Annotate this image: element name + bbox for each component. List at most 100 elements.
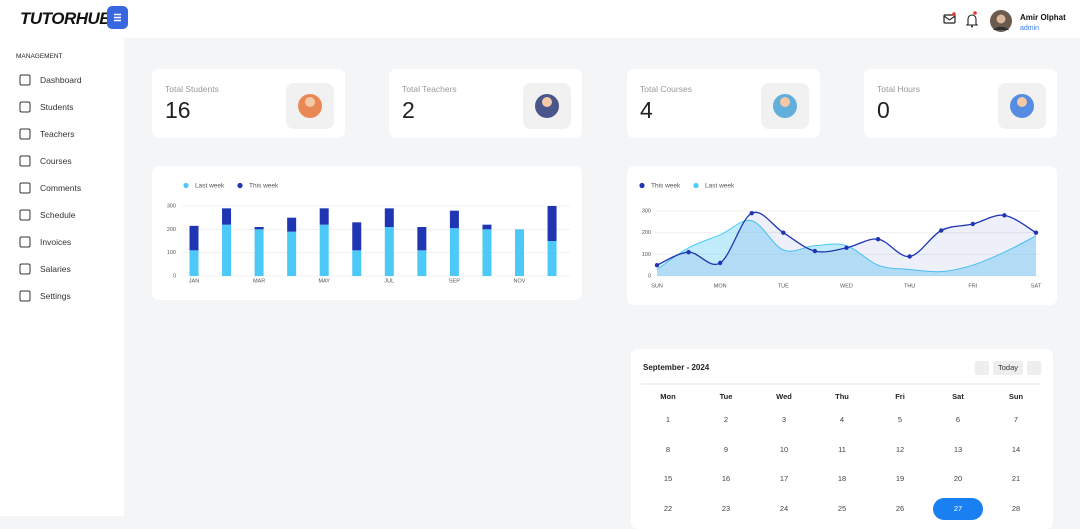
sidebar-icon <box>19 128 31 140</box>
day[interactable]: 27 <box>953 503 963 513</box>
day[interactable]: 21 <box>1011 474 1021 483</box>
calendar-title: September - 2024 <box>643 363 710 372</box>
bar <box>449 228 459 276</box>
bar <box>417 250 427 276</box>
day[interactable]: 7 <box>1013 415 1019 424</box>
day[interactable]: 15 <box>663 474 673 483</box>
prev-button[interactable] <box>975 361 989 375</box>
y-tick-label: 0 <box>173 273 176 279</box>
sidebar-icon <box>19 236 31 248</box>
day[interactable]: 10 <box>779 444 789 454</box>
point <box>812 248 818 254</box>
sidebar-item[interactable]: Dashboard <box>40 75 82 85</box>
sidebar-item[interactable]: Comments <box>40 183 82 193</box>
point <box>970 221 975 227</box>
day[interactable]: 25 <box>837 503 847 513</box>
day[interactable]: 6 <box>955 415 961 424</box>
legend-marker <box>693 182 699 189</box>
day[interactable]: 24 <box>779 503 789 513</box>
point <box>749 210 754 216</box>
day[interactable]: 23 <box>721 503 731 513</box>
y-tick-label: 0 <box>648 273 651 279</box>
x-tick-label: MON <box>714 283 727 289</box>
sidebar-item[interactable]: Students <box>40 102 74 112</box>
day[interactable]: 2 <box>723 415 729 424</box>
day[interactable]: 19 <box>895 474 905 483</box>
bar <box>352 222 362 251</box>
legend-label: Last week <box>705 183 735 190</box>
logo[interactable]: TUTORHUB <box>20 9 112 28</box>
day[interactable]: 8 <box>665 444 671 454</box>
bar <box>352 250 362 276</box>
sidebar-item[interactable]: Invoices <box>40 237 72 247</box>
stat-value: 16 <box>165 97 191 123</box>
day[interactable]: 1 <box>665 415 671 424</box>
x-tick-label: SEP <box>449 278 460 284</box>
stat-icon <box>286 83 334 129</box>
day[interactable]: 12 <box>895 444 905 454</box>
bar <box>319 208 329 225</box>
stat-icon-art <box>535 94 559 118</box>
x-tick-label: SAT <box>1031 283 1042 289</box>
stat-card: Total Teachers 2 <box>389 69 582 138</box>
menu-button[interactable] <box>107 6 128 29</box>
x-tick-label: FRI <box>968 283 977 289</box>
day[interactable]: 16 <box>721 474 731 483</box>
bar <box>189 250 199 276</box>
header-icons[interactable] <box>940 10 980 30</box>
bar <box>384 227 394 276</box>
bar <box>384 208 394 227</box>
sidebar-item[interactable]: Courses <box>40 156 72 166</box>
day[interactable]: 26 <box>895 503 905 513</box>
day[interactable]: 18 <box>837 474 847 483</box>
legend-label: Last week <box>195 183 225 190</box>
x-tick-label: JAN <box>189 278 199 284</box>
stat-label: Total Hours <box>877 84 920 94</box>
day[interactable]: 17 <box>779 474 789 483</box>
y-tick-label: 200 <box>167 227 176 233</box>
next-button[interactable] <box>1027 361 1041 375</box>
user-role: admin <box>1020 25 1040 32</box>
stat-icon-art <box>1010 94 1034 118</box>
weekday: Sat <box>952 392 964 401</box>
sidebar-icon <box>19 209 31 221</box>
bar <box>449 210 459 229</box>
day[interactable]: 22 <box>663 503 673 513</box>
bar <box>222 208 232 225</box>
sidebar-item[interactable]: Salaries <box>40 264 71 274</box>
sidebar <box>0 38 124 516</box>
sidebar-icon <box>19 101 31 113</box>
avatar[interactable] <box>989 9 1013 33</box>
x-tick-label: JUL <box>384 278 394 284</box>
day[interactable]: 3 <box>781 415 787 424</box>
sidebar-icon <box>19 263 31 275</box>
bar <box>189 225 199 251</box>
day[interactable]: 13 <box>953 444 963 454</box>
bar <box>254 229 264 276</box>
sidebar-item[interactable]: Teachers <box>40 129 75 139</box>
area <box>657 212 1036 276</box>
x-tick-label: NOV <box>514 278 526 284</box>
day[interactable]: 14 <box>1011 444 1021 454</box>
sidebar-item[interactable]: Settings <box>40 291 71 301</box>
day[interactable]: 4 <box>839 415 845 424</box>
bar <box>417 227 427 251</box>
day[interactable]: 11 <box>838 444 846 454</box>
x-tick-label: MAY <box>318 278 330 284</box>
day[interactable]: 28 <box>1011 503 1021 513</box>
weekday: Mon <box>660 392 676 401</box>
stat-value: 2 <box>402 97 415 123</box>
legend-marker <box>183 182 189 189</box>
sidebar-item[interactable]: Schedule <box>40 210 76 220</box>
sidebar-icon <box>19 74 31 86</box>
bar <box>287 231 297 276</box>
legend-label: This week <box>249 183 279 190</box>
today-button[interactable]: Today <box>993 361 1023 375</box>
stat-label: Total Students <box>165 84 219 94</box>
day[interactable]: 20 <box>953 474 963 483</box>
header <box>0 0 1080 38</box>
legend-marker <box>639 182 645 189</box>
day[interactable]: 9 <box>723 444 729 454</box>
point <box>781 230 786 235</box>
day[interactable]: 5 <box>897 415 903 424</box>
